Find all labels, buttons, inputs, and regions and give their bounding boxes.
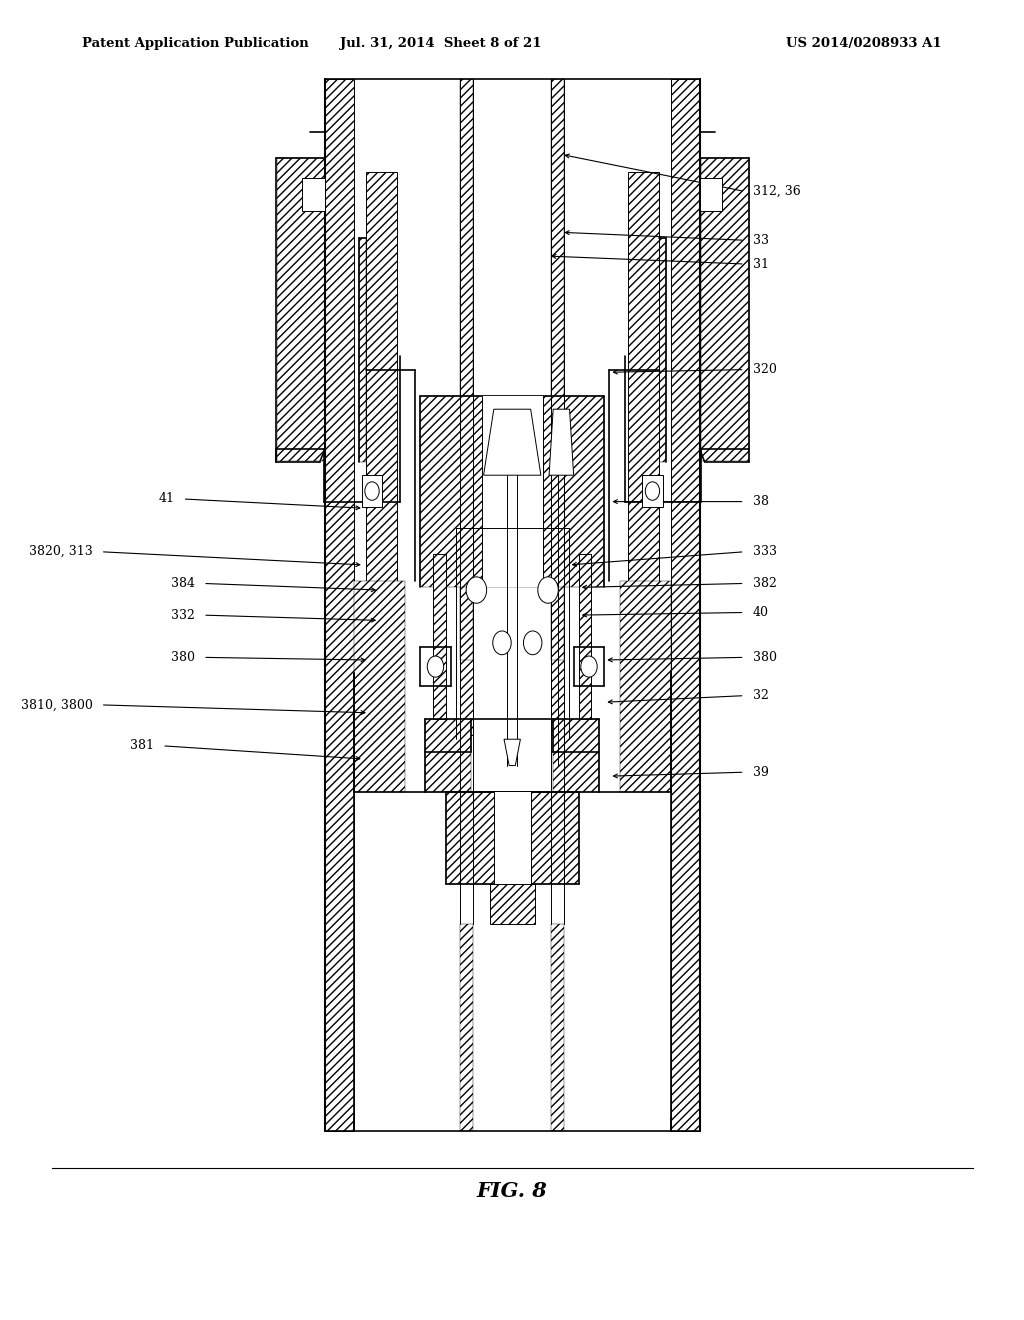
Text: 380: 380 — [171, 651, 195, 664]
Text: 38: 38 — [753, 495, 769, 508]
Bar — [361, 475, 382, 507]
Bar — [671, 79, 699, 1131]
Bar — [551, 79, 564, 735]
Bar — [579, 554, 591, 719]
Text: 33: 33 — [753, 234, 769, 247]
Circle shape — [493, 631, 511, 655]
Text: US 2014/0208933 A1: US 2014/0208933 A1 — [786, 37, 942, 50]
Bar — [481, 396, 543, 587]
Bar — [658, 238, 666, 462]
Bar — [353, 581, 404, 792]
Bar — [366, 172, 396, 581]
Bar — [700, 158, 749, 461]
Bar — [489, 884, 535, 924]
Text: 41: 41 — [159, 492, 174, 506]
Text: 381: 381 — [130, 739, 154, 752]
Bar — [699, 178, 722, 211]
Circle shape — [645, 482, 659, 500]
Text: 380: 380 — [753, 651, 777, 664]
Bar — [358, 238, 366, 462]
Text: 312, 36: 312, 36 — [753, 185, 801, 198]
Bar — [276, 158, 325, 461]
Bar — [302, 178, 325, 211]
Circle shape — [466, 577, 486, 603]
Text: 320: 320 — [753, 363, 776, 376]
Bar — [420, 396, 604, 587]
Text: 3810, 3800: 3810, 3800 — [20, 698, 92, 711]
Bar — [494, 792, 530, 884]
Bar — [460, 924, 473, 1131]
Circle shape — [427, 656, 443, 677]
Bar — [433, 554, 445, 719]
Bar — [553, 719, 599, 792]
Bar — [425, 719, 471, 792]
Text: 32: 32 — [753, 689, 769, 702]
Text: 31: 31 — [753, 257, 769, 271]
Text: 40: 40 — [753, 606, 769, 619]
Bar — [620, 581, 671, 792]
Bar — [551, 924, 564, 1131]
Text: 332: 332 — [171, 609, 195, 622]
Bar — [460, 79, 473, 735]
Text: 384: 384 — [171, 577, 195, 590]
Text: Patent Application Publication: Patent Application Publication — [82, 37, 309, 50]
Circle shape — [365, 482, 379, 500]
Text: Jul. 31, 2014  Sheet 8 of 21: Jul. 31, 2014 Sheet 8 of 21 — [340, 37, 542, 50]
Text: FIG. 8: FIG. 8 — [477, 1180, 548, 1201]
Text: 39: 39 — [753, 766, 769, 779]
Bar — [551, 79, 564, 660]
Text: 382: 382 — [753, 577, 776, 590]
Bar — [642, 475, 663, 507]
Text: 3820, 313: 3820, 313 — [29, 545, 92, 558]
Text: 333: 333 — [753, 545, 777, 558]
Polygon shape — [483, 409, 541, 475]
Polygon shape — [549, 409, 573, 475]
Circle shape — [581, 656, 597, 677]
Polygon shape — [504, 739, 520, 766]
Circle shape — [523, 631, 542, 655]
Circle shape — [538, 577, 558, 603]
Bar — [460, 79, 473, 660]
Bar — [325, 79, 353, 1131]
Bar — [445, 792, 579, 884]
Bar — [628, 172, 658, 581]
